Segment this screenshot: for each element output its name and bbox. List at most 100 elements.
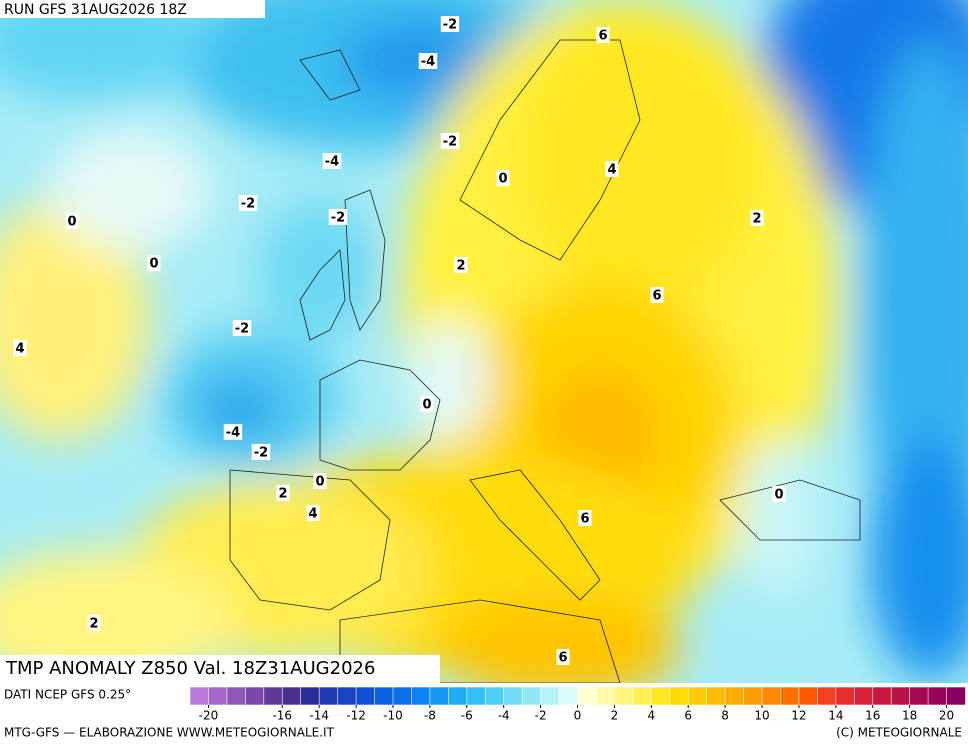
colorbar-swatch — [318, 686, 339, 706]
contour-label: 2 — [278, 487, 287, 502]
contour-labels: -2 -4 6 -2 -4 0 4 -2 -2 2 0 0 2 6 -2 4 0 -4 -2 0 2 0 4 6 2 6 — [13, 16, 786, 666]
colorbar-swatch — [946, 686, 966, 706]
contour-label: 6 — [580, 512, 589, 527]
contour-label-bg — [440, 133, 460, 149]
contour-label-bg — [238, 195, 258, 211]
header-box — [0, 0, 265, 18]
contour-label-bg — [750, 210, 764, 226]
colorbar-tick-label: 16 — [865, 709, 880, 723]
colorbar-swatch — [798, 686, 819, 706]
contour-label-bg — [418, 53, 438, 69]
colorbar-swatch — [226, 686, 247, 706]
contour-label: 0 — [67, 215, 76, 230]
map-title: TMP ANOMALY Z850 Val. 18Z31AUG2026 — [5, 658, 375, 679]
colorbar-swatch — [835, 686, 856, 706]
contour-label: 0 — [774, 488, 783, 503]
contour-label-bg — [578, 510, 592, 526]
colorbar-tick-label: 2 — [611, 709, 619, 723]
colorbar-tick-label: 20 — [939, 709, 954, 723]
contour-label-bg — [13, 340, 27, 356]
contour-label-bg — [65, 213, 79, 229]
colorbar-swatch — [208, 686, 228, 706]
contour-label: 4 — [15, 342, 24, 357]
colorbar-swatch — [614, 686, 634, 706]
colorbar-swatch — [521, 686, 542, 706]
colorbar-swatch — [263, 686, 284, 706]
contour-label-bg — [322, 153, 342, 169]
colorbar-swatch — [540, 686, 560, 706]
colorbar-tick-label: -12 — [346, 709, 366, 723]
contour-label: 4 — [308, 507, 317, 522]
contour-label-bg — [556, 649, 570, 665]
colorbar-tick-label: 6 — [684, 709, 692, 723]
map-field — [0, 0, 968, 683]
contour-label: 6 — [598, 29, 607, 44]
colorbar: -20 -16 -14 -12 -10 -8 -6 -4 -2 0 2 4 6 8 10 12 14 16 18 20 — [189, 686, 966, 723]
contour-label-bg — [313, 473, 327, 489]
contour-label: -4 — [421, 55, 435, 70]
contour-label: 6 — [652, 289, 661, 304]
colorbar-tick-label: -2 — [535, 709, 547, 723]
contour-label: 0 — [498, 172, 507, 187]
colorbar-swatch — [448, 686, 468, 706]
colorbar-swatch — [484, 686, 505, 706]
colorbar-tick-label: -20 — [199, 709, 219, 723]
colorbar-swatch — [853, 686, 874, 706]
contour-label-bg — [251, 444, 271, 460]
contour-label: -2 — [235, 322, 249, 337]
colorbar-swatch — [245, 686, 265, 706]
colorbar-swatch — [669, 686, 690, 706]
colorbar-swatch — [337, 686, 357, 706]
contour-label-bg — [232, 320, 252, 336]
colorbar-swatch — [577, 686, 597, 706]
contour-label: -2 — [443, 18, 457, 33]
colorbar-swatch — [392, 686, 413, 706]
contour-label-bg — [596, 27, 610, 43]
colorbar-tick-label: 4 — [647, 709, 655, 723]
contour-label-bg — [276, 485, 290, 501]
colorbar-swatch — [651, 686, 671, 706]
contour-label: 0 — [315, 475, 324, 490]
colorbar-swatch — [632, 686, 653, 706]
contour-label: -4 — [325, 155, 339, 170]
colorbar-swatch — [927, 686, 948, 706]
footer-right: (C) METEOGIORNALE — [836, 726, 962, 740]
colorbar-swatch — [817, 686, 837, 706]
contour-label-bg — [605, 161, 619, 177]
contour-label-bg — [772, 486, 786, 502]
colorbar-swatch — [761, 686, 782, 706]
contour-label: -2 — [254, 446, 268, 461]
source-label: DATI NCEP GFS 0.25° — [4, 688, 131, 702]
colorbar-swatch — [429, 686, 450, 706]
colorbar-tick-label: -4 — [498, 709, 510, 723]
contour-label: 0 — [149, 257, 158, 272]
colorbar-swatch — [872, 686, 892, 706]
colorbar-swatch — [687, 686, 708, 706]
colorbar-swatch — [300, 686, 320, 706]
contour-label: 2 — [752, 212, 761, 227]
contour-label-bg — [223, 424, 243, 440]
run-label: RUN GFS 31AUG2026 18Z — [4, 2, 187, 18]
contour-label-bg — [650, 287, 664, 303]
colorbar-swatch — [890, 686, 911, 706]
colorbar-tick-label: -10 — [383, 709, 403, 723]
contour-label-bg — [440, 16, 460, 32]
contour-label: 0 — [422, 398, 431, 413]
contour-label-bg — [328, 209, 348, 225]
contour-label: -2 — [241, 197, 255, 212]
colorbar-swatch — [743, 686, 763, 706]
contour-label-bg — [87, 615, 101, 631]
colorbar-swatch — [281, 686, 302, 706]
contour-label-bg — [496, 170, 510, 186]
colorbar-swatch — [595, 686, 616, 706]
colorbar-tick-label: 18 — [902, 709, 917, 723]
colorbar-swatch — [374, 686, 394, 706]
colorbar-tick-label: 14 — [828, 709, 843, 723]
colorbar-swatch — [706, 686, 726, 706]
colorbar-tick-label: -8 — [424, 709, 436, 723]
contour-label-bg — [147, 255, 161, 271]
contour-label: 2 — [89, 617, 98, 632]
contour-label: -2 — [331, 211, 345, 226]
title-box — [0, 655, 440, 683]
